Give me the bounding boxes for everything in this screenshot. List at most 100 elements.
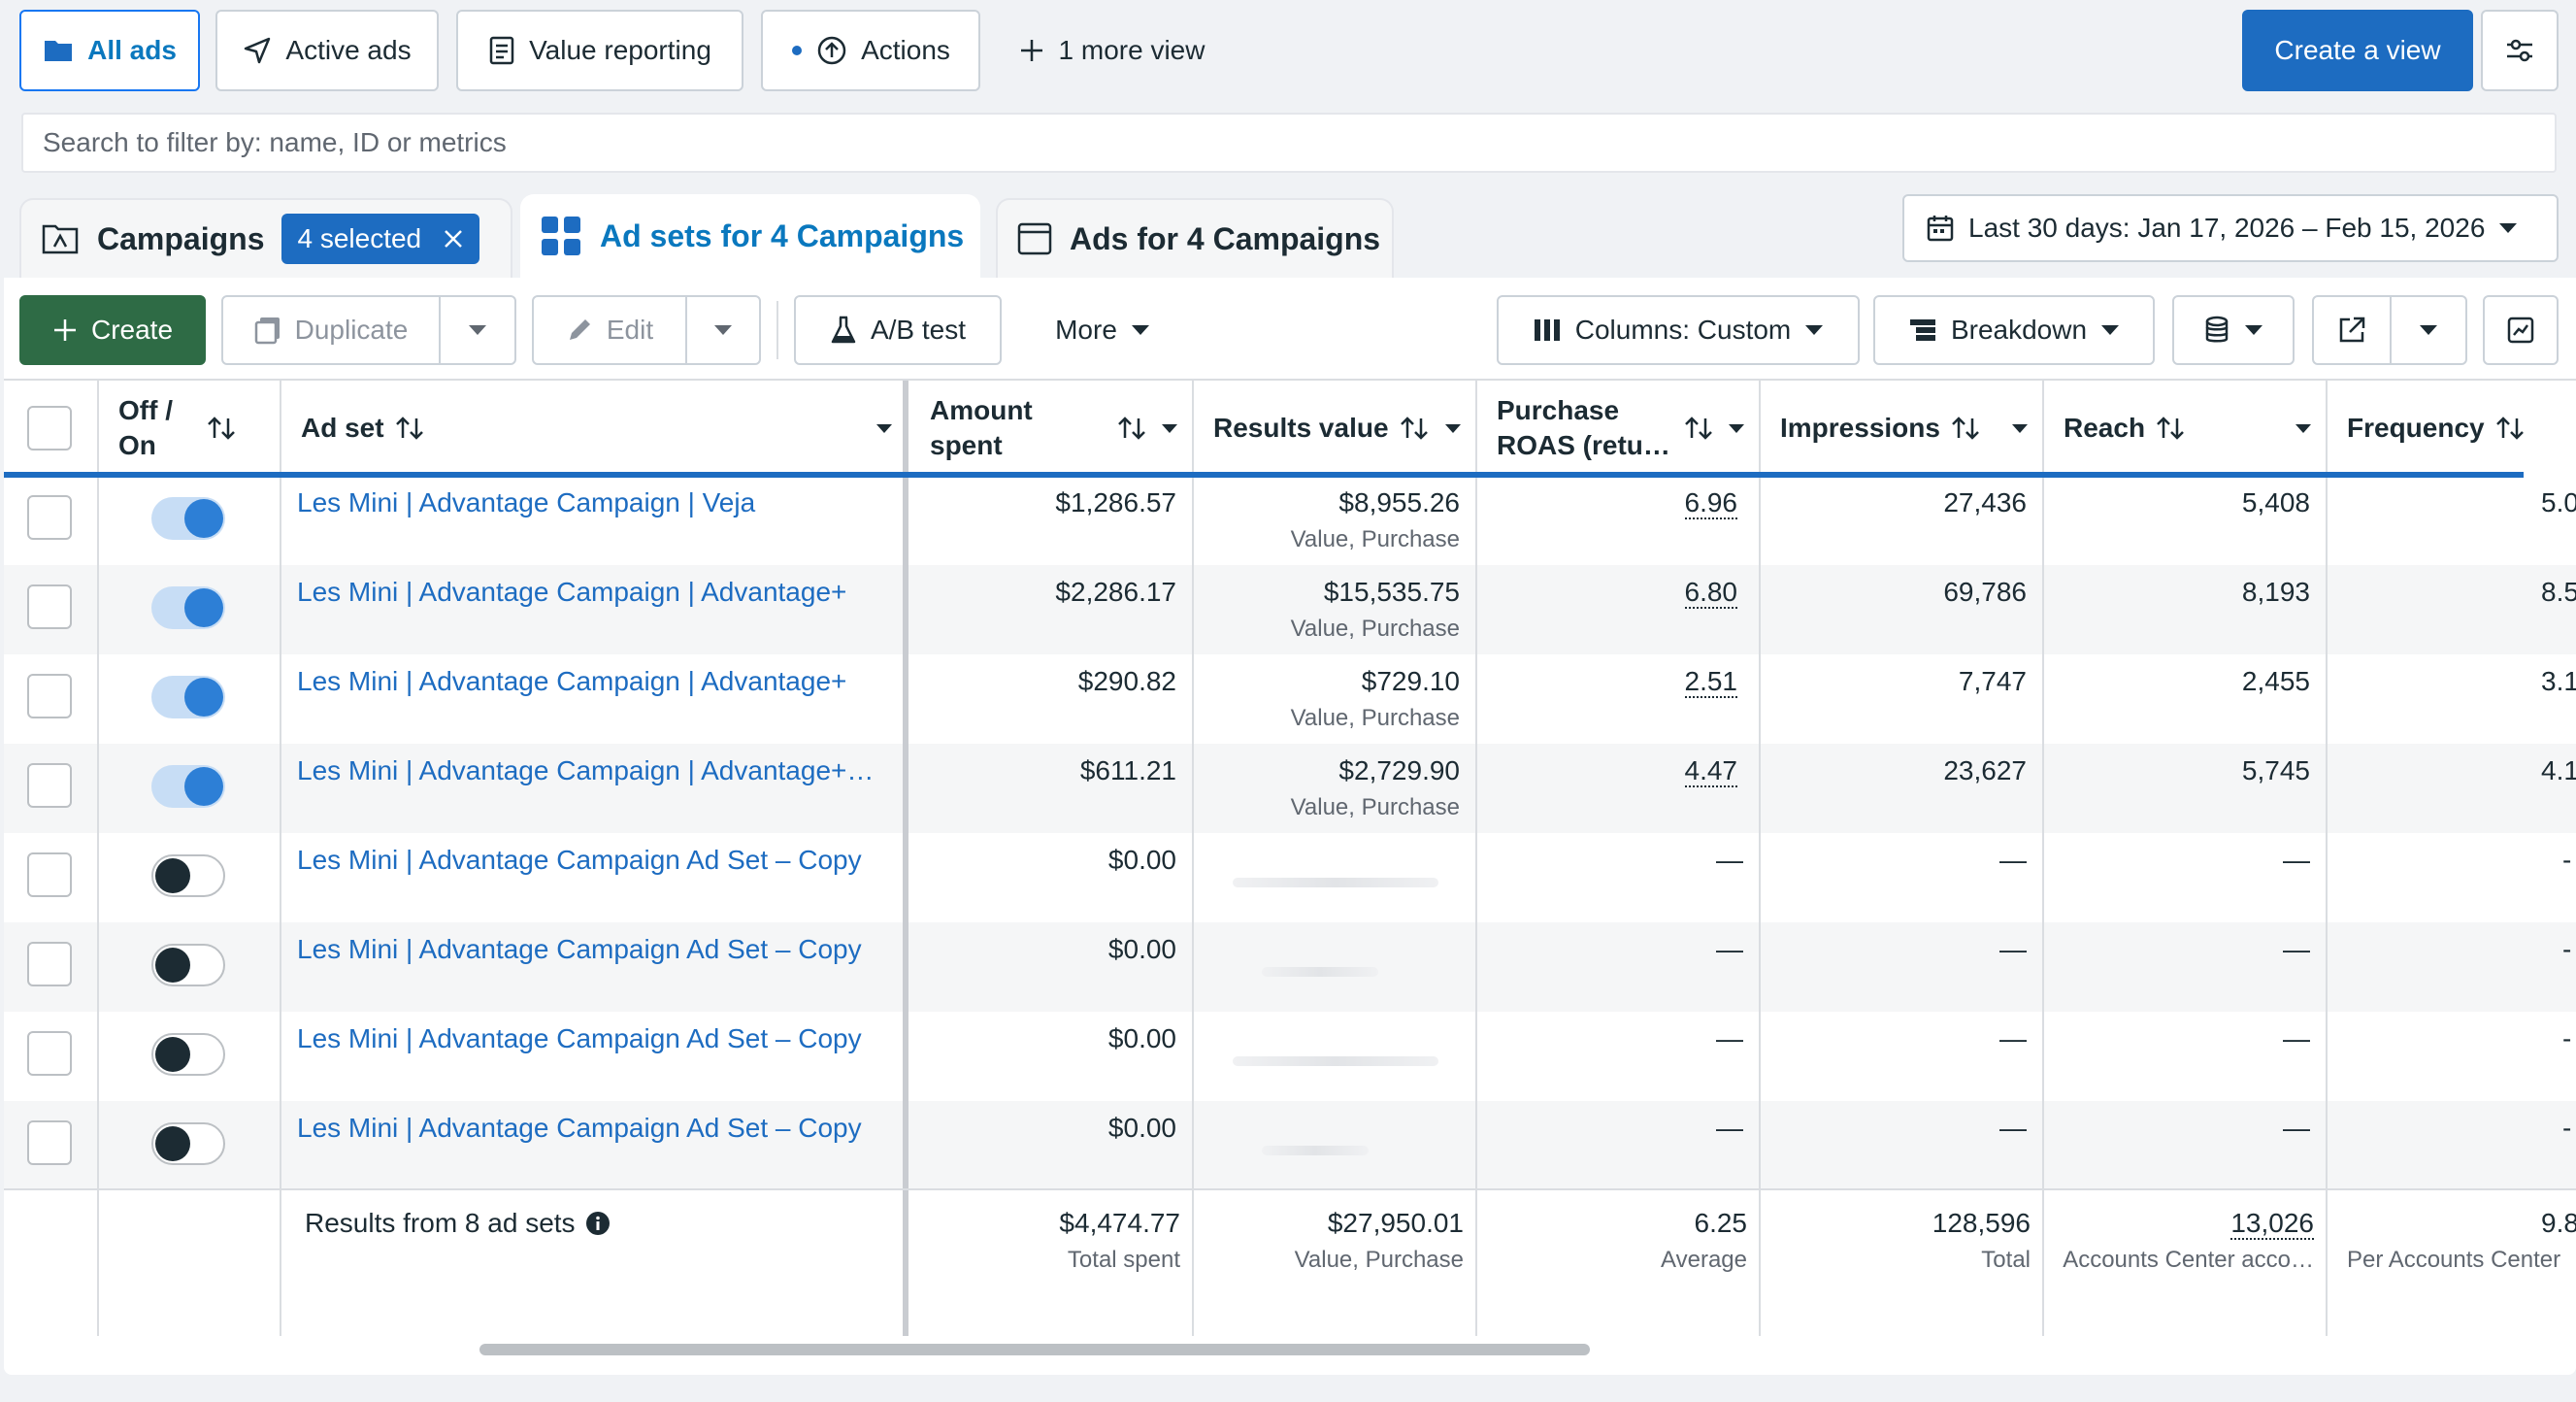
edit-dropdown[interactable] <box>685 295 761 365</box>
sort-icon[interactable] <box>206 415 237 442</box>
row-toggle[interactable] <box>151 1033 225 1076</box>
results-value-sub: Value, Purchase <box>1290 794 1460 820</box>
selected-badge[interactable]: 4 selected <box>281 214 480 264</box>
breakdown-button[interactable]: Breakdown <box>1873 295 2155 365</box>
create-view-button[interactable]: Create a view <box>2242 10 2473 91</box>
search-input[interactable]: Search to filter by: name, ID or metrics <box>21 113 2557 173</box>
charts-button[interactable] <box>2483 295 2559 365</box>
ad-set-name-link[interactable]: Les Mini | Advantage Campaign Ad Set – C… <box>297 845 862 875</box>
horizontal-scrollbar[interactable] <box>479 1344 1590 1355</box>
sort-icon[interactable] <box>1399 415 1430 442</box>
ad-set-name-link[interactable]: Les Mini | Advantage Campaign | Veja <box>297 487 756 517</box>
row-checkbox[interactable] <box>27 1120 72 1165</box>
dot-icon <box>791 45 803 56</box>
edit-button[interactable]: Edit <box>532 295 687 365</box>
date-range-label: Last 30 days: Jan 17, 2026 – Feb 15, 202… <box>1968 213 2486 243</box>
sort-icon[interactable] <box>1683 415 1714 442</box>
caret-down-icon[interactable] <box>1444 422 1462 434</box>
header-progress-bar <box>4 472 2524 478</box>
sort-icon[interactable] <box>1116 415 1147 442</box>
row-checkbox[interactable] <box>27 674 72 718</box>
duplicate-dropdown[interactable] <box>439 295 516 365</box>
col-header-ad-set[interactable]: Ad set <box>301 381 893 476</box>
create-button[interactable]: Create <box>19 295 206 365</box>
select-all-checkbox[interactable] <box>27 406 72 451</box>
roas-link[interactable]: 6.96 <box>1684 487 1737 519</box>
create-label: Create <box>90 315 174 345</box>
caret-down-icon[interactable] <box>875 422 893 434</box>
toolbar-divider <box>776 301 778 359</box>
row-toggle[interactable] <box>151 944 225 986</box>
sort-icon[interactable] <box>2155 415 2186 442</box>
ad-set-name-link[interactable]: Les Mini | Advantage Campaign Ad Set – C… <box>297 1113 862 1143</box>
ad-set-name-link[interactable]: Les Mini | Advantage Campaign | Advantag… <box>297 755 875 785</box>
impressions-value: 23,627 <box>1943 755 2027 785</box>
duplicate-button[interactable]: Duplicate <box>221 295 441 365</box>
col-header-impressions[interactable]: Impressions <box>1780 381 2029 476</box>
summary-reach-link[interactable]: 13,026 <box>2230 1208 2314 1240</box>
tab-ad-sets[interactable]: Ad sets for 4 Campaigns <box>520 194 980 278</box>
date-range-picker[interactable]: Last 30 days: Jan 17, 2026 – Feb 15, 202… <box>1902 194 2559 262</box>
col-header-frequency[interactable]: Frequency <box>2347 381 2576 476</box>
more-button[interactable]: More <box>1017 295 1188 365</box>
row-checkbox[interactable] <box>27 584 72 629</box>
roas-link[interactable]: 6.80 <box>1684 577 1737 609</box>
roas-link[interactable]: 4.47 <box>1684 755 1737 787</box>
caret-down-icon[interactable] <box>2011 422 2029 434</box>
caret-down-icon[interactable] <box>1728 422 1745 434</box>
row-toggle[interactable] <box>151 497 225 540</box>
export-button[interactable] <box>2312 295 2392 365</box>
view-value-reporting[interactable]: Value reporting <box>456 10 743 91</box>
sort-icon[interactable] <box>2494 415 2526 442</box>
loading-placeholder <box>1262 1146 1369 1155</box>
row-checkbox[interactable] <box>27 495 72 540</box>
col-header-amount-spent[interactable]: Amount spent <box>930 381 1178 476</box>
search-placeholder: Search to filter by: name, ID or metrics <box>43 127 507 157</box>
view-active-ads[interactable]: Active ads <box>215 10 439 91</box>
row-checkbox[interactable] <box>27 942 72 986</box>
more-views-button[interactable]: 1 more view <box>1000 10 1223 91</box>
reports-button[interactable] <box>2172 295 2295 365</box>
view-settings-button[interactable] <box>2481 10 2559 91</box>
ad-set-name-link[interactable]: Les Mini | Advantage Campaign | Advantag… <box>297 666 847 696</box>
grid-icon <box>540 215 582 257</box>
table-row[interactable] <box>4 744 2576 833</box>
caret-down-icon[interactable] <box>1161 422 1178 434</box>
tab-ads[interactable]: Ads for 4 Campaigns <box>996 198 1394 278</box>
row-checkbox[interactable] <box>27 763 72 808</box>
ad-set-name-link[interactable]: Les Mini | Advantage Campaign | Advantag… <box>297 577 847 607</box>
col-header-purchase-roas[interactable]: Purchase ROAS (retu… <box>1497 381 1745 476</box>
col-header-off-on[interactable]: Off / On <box>118 381 264 476</box>
ad-set-name-link[interactable]: Les Mini | Advantage Campaign Ad Set – C… <box>297 934 862 964</box>
export-dropdown[interactable] <box>2390 295 2467 365</box>
info-icon[interactable] <box>585 1211 611 1236</box>
row-toggle[interactable] <box>151 676 225 718</box>
col-header-results-value[interactable]: Results value <box>1213 381 1462 476</box>
row-toggle[interactable] <box>151 586 225 629</box>
roas-link[interactable]: 2.51 <box>1684 666 1737 698</box>
tab-campaigns[interactable]: Campaigns 4 selected <box>19 198 512 278</box>
caret-down-icon <box>1131 323 1150 337</box>
ab-test-button[interactable]: A/B test <box>794 295 1002 365</box>
close-icon[interactable] <box>443 228 464 250</box>
tab-campaigns-label: Campaigns <box>97 220 265 256</box>
row-toggle[interactable] <box>151 854 225 897</box>
row-toggle[interactable] <box>151 765 225 808</box>
caret-down-icon[interactable] <box>2295 422 2312 434</box>
columns-button[interactable]: Columns: Custom <box>1497 295 1860 365</box>
row-checkbox[interactable] <box>27 852 72 897</box>
table-row[interactable] <box>4 565 2576 654</box>
loading-placeholder <box>1262 967 1378 977</box>
caret-down-icon <box>2244 323 2263 337</box>
loading-placeholder <box>1233 878 1438 887</box>
view-actions[interactable]: Actions <box>761 10 980 91</box>
sort-icon[interactable] <box>1950 415 1981 442</box>
sort-icon[interactable] <box>394 415 425 442</box>
col-header-reach[interactable]: Reach <box>2064 381 2312 476</box>
ad-set-name-link[interactable]: Les Mini | Advantage Campaign Ad Set – C… <box>297 1023 862 1053</box>
row-toggle[interactable] <box>151 1122 225 1165</box>
row-checkbox[interactable] <box>27 1031 72 1076</box>
view-all-ads[interactable]: All ads <box>19 10 200 91</box>
breakdown-icon <box>1908 317 1937 344</box>
upload-circle-icon <box>816 35 847 66</box>
